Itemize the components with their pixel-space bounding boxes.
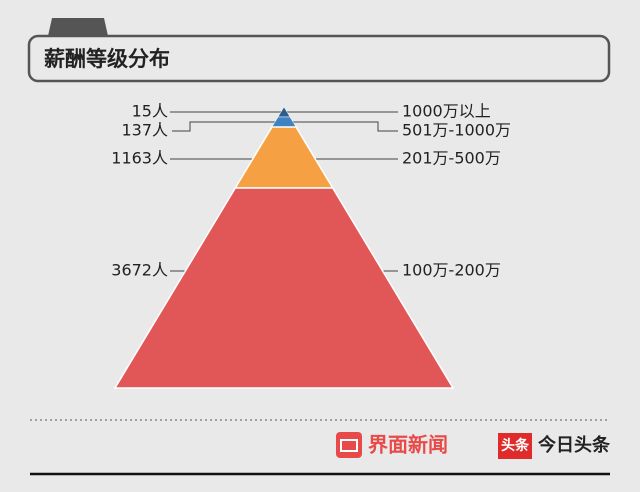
pyramid-layer (113, 187, 455, 389)
logo-icon-mark (340, 439, 358, 452)
logo-icon (336, 432, 362, 458)
logo-text: 今日头条 (538, 434, 611, 456)
value-label: 3672人 (111, 261, 168, 280)
category-label: 1000万以上 (402, 102, 491, 121)
category-label: 501万-1000万 (402, 121, 511, 140)
value-label: 1163人 (111, 149, 168, 168)
plot: 15人 1000万以上 137人 501万-1000万 1163人 201万-500万 36… (111, 102, 511, 389)
logo-box (498, 433, 532, 459)
title-tab (48, 18, 108, 36)
category-label: 100万-200万 (402, 261, 501, 280)
value-label: 15人 (132, 102, 168, 121)
chart-title: 薪酬等级分布 (44, 47, 170, 71)
category-label: 201万-500万 (402, 149, 501, 168)
title-box (27, 34, 611, 83)
logo-box-text: 头条 (501, 437, 530, 454)
value-label: 137人 (121, 121, 168, 140)
logo-text: 界面新闻 (368, 433, 448, 457)
